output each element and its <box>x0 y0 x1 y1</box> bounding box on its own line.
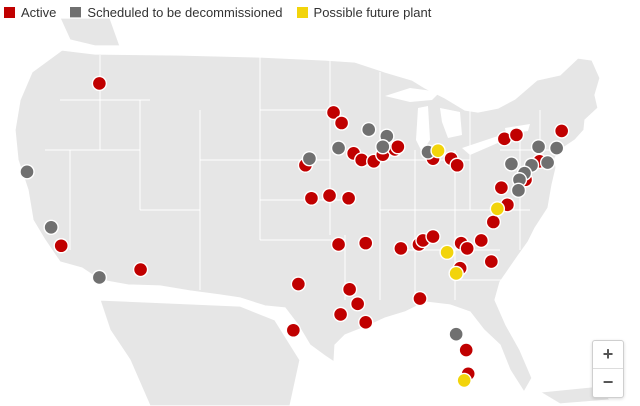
active-swatch <box>4 6 15 18</box>
active-plant-marker[interactable] <box>132 261 149 278</box>
legend-item-scheduled: Scheduled to be decommissioned <box>70 4 283 20</box>
active-plant-marker[interactable] <box>290 276 307 292</box>
legend-item-future: Possible future plant <box>296 4 432 20</box>
active-plant-marker[interactable] <box>321 187 338 204</box>
future-plant-marker[interactable] <box>489 201 506 217</box>
lake-superior <box>385 88 440 102</box>
active-plant-marker[interactable] <box>485 214 502 230</box>
scheduled-plant-marker[interactable] <box>375 139 391 155</box>
scheduled-plant-marker[interactable] <box>503 156 520 172</box>
active-plant-marker[interactable] <box>330 236 347 253</box>
active-plant-marker[interactable] <box>508 127 525 143</box>
active-plant-marker[interactable] <box>285 322 302 338</box>
future-plant-marker[interactable] <box>439 244 455 261</box>
active-plant-marker[interactable] <box>412 290 428 307</box>
active-plant-marker[interactable] <box>553 123 570 139</box>
map-legend: Active Scheduled to be decommissioned Po… <box>4 2 431 22</box>
lakes-layer <box>385 88 530 155</box>
mexico-fragment <box>99 299 301 406</box>
active-plant-marker[interactable] <box>358 314 374 331</box>
legend-item-active: Active <box>4 5 56 20</box>
zoom-control: + − <box>592 340 624 398</box>
future-plant-marker[interactable] <box>456 372 472 389</box>
active-plant-marker[interactable] <box>349 296 366 312</box>
active-plant-marker[interactable] <box>303 190 320 206</box>
active-plant-marker[interactable] <box>340 190 357 206</box>
active-plant-marker[interactable] <box>332 306 349 323</box>
scheduled-plant-marker[interactable] <box>548 140 565 156</box>
plant-markers <box>19 75 570 389</box>
active-plant-marker[interactable] <box>53 238 69 254</box>
active-plant-marker[interactable] <box>358 235 374 251</box>
future-plant-marker[interactable] <box>430 143 446 159</box>
active-plant-marker[interactable] <box>449 157 465 173</box>
active-plant-marker[interactable] <box>325 104 342 121</box>
canada-fragment <box>59 17 121 47</box>
future-swatch <box>296 6 308 18</box>
scheduled-plant-marker[interactable] <box>448 326 464 342</box>
scheduled-plant-marker[interactable] <box>530 139 547 155</box>
land-layer <box>14 17 612 406</box>
us-landmass <box>14 49 601 394</box>
active-plant-marker[interactable] <box>473 232 489 249</box>
scheduled-swatch <box>70 6 82 18</box>
active-plant-marker[interactable] <box>483 253 500 270</box>
scheduled-plant-marker[interactable] <box>330 140 347 156</box>
scheduled-plant-marker[interactable] <box>301 150 318 167</box>
active-plant-marker[interactable] <box>458 342 474 358</box>
zoom-out-button[interactable]: − <box>593 368 623 396</box>
active-plant-marker[interactable] <box>341 281 358 298</box>
zoom-in-button[interactable]: + <box>602 344 614 364</box>
legend-label-scheduled: Scheduled to be decommissioned <box>87 4 283 20</box>
scheduled-plant-marker[interactable] <box>19 164 35 180</box>
active-plant-marker[interactable] <box>333 115 350 131</box>
active-plant-marker[interactable] <box>91 75 108 92</box>
active-plant-marker[interactable] <box>459 240 475 257</box>
lake-huron <box>440 108 462 138</box>
scheduled-plant-marker[interactable] <box>361 121 377 138</box>
future-plant-marker[interactable] <box>448 265 464 282</box>
scheduled-plant-marker[interactable] <box>91 269 108 286</box>
active-plant-marker[interactable] <box>425 228 441 245</box>
legend-label-active: Active <box>21 4 57 20</box>
active-plant-marker[interactable] <box>493 179 510 196</box>
legend-label-future: Possible future plant <box>313 4 432 20</box>
lake-michigan <box>416 106 430 152</box>
lake-erie <box>462 136 500 155</box>
active-plant-marker[interactable] <box>390 139 406 155</box>
scheduled-plant-marker[interactable] <box>43 219 59 235</box>
scheduled-plant-marker[interactable] <box>510 182 527 199</box>
scheduled-plant-marker[interactable] <box>539 154 556 171</box>
active-plant-marker[interactable] <box>393 240 409 257</box>
